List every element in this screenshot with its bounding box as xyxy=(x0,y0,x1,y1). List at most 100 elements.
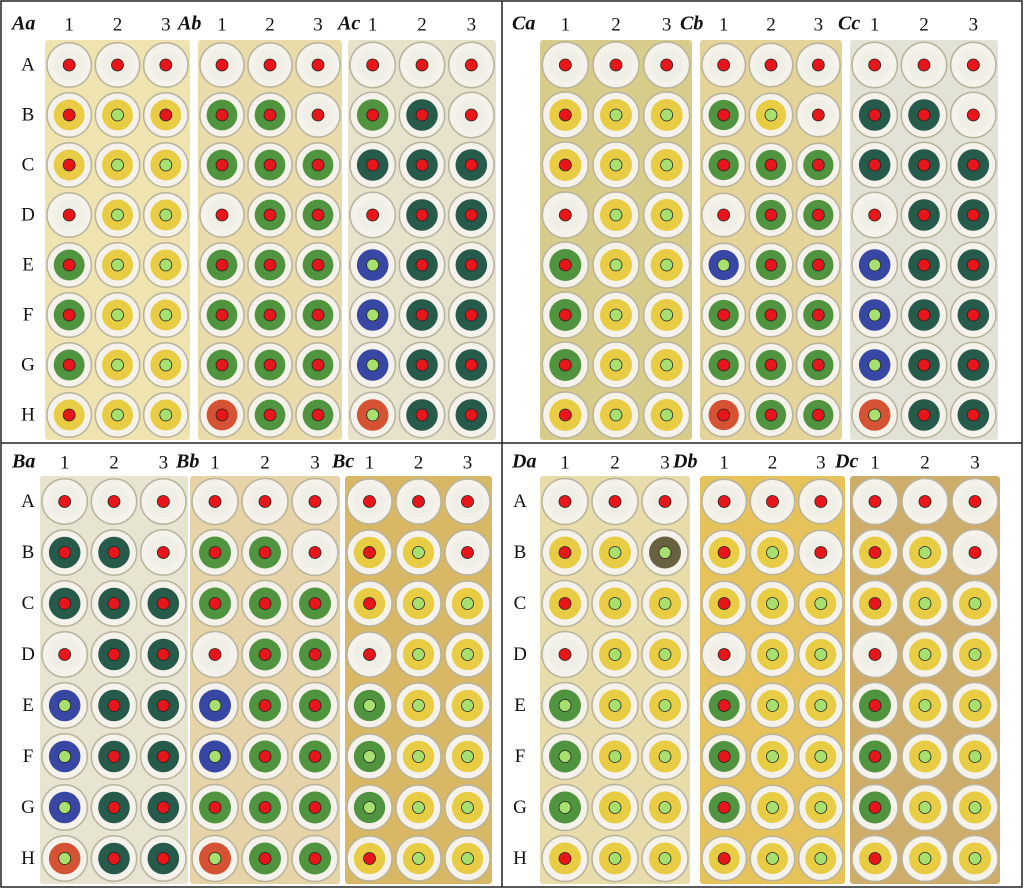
marker-dot xyxy=(366,358,380,372)
marker-dot xyxy=(558,699,572,712)
marker-dot xyxy=(968,699,982,712)
marker-dot xyxy=(918,699,932,712)
marker-dot xyxy=(968,801,982,814)
marker-dot xyxy=(608,597,622,610)
marker-dot xyxy=(717,648,731,661)
marker-dot xyxy=(464,308,478,322)
marker-dot xyxy=(558,158,572,172)
marker-dot xyxy=(412,801,425,814)
marker-dot xyxy=(156,597,170,610)
marker-dot xyxy=(764,358,778,372)
marker-dot xyxy=(814,699,828,712)
marker-dot xyxy=(58,648,72,661)
marker-dot xyxy=(558,852,572,865)
marker-dot xyxy=(464,208,478,222)
marker-dot xyxy=(215,408,229,422)
marker-dot xyxy=(868,597,882,610)
row-label: A xyxy=(21,54,35,75)
marker-dot xyxy=(464,408,478,422)
marker-dot xyxy=(156,648,170,661)
column-label: 3 xyxy=(159,452,169,473)
marker-dot xyxy=(311,308,325,322)
marker-dot xyxy=(412,852,425,865)
column-label: 2 xyxy=(109,452,119,473)
plate-photo xyxy=(700,476,845,884)
marker-dot xyxy=(968,852,982,865)
marker-dot xyxy=(363,648,376,661)
plate-photo xyxy=(700,40,842,440)
marker-dot xyxy=(208,495,222,508)
row-label: E xyxy=(22,254,34,275)
row-label: B xyxy=(22,104,35,125)
marker-dot xyxy=(263,208,277,222)
marker-dot xyxy=(363,852,376,865)
marker-dot xyxy=(58,546,72,559)
marker-dot xyxy=(311,258,325,272)
marker-dot xyxy=(868,58,882,72)
column-label: 3 xyxy=(969,14,979,35)
marker-dot xyxy=(308,546,322,559)
marker-dot xyxy=(464,258,478,272)
row-label: F xyxy=(515,746,526,767)
marker-dot xyxy=(461,699,474,712)
marker-dot xyxy=(258,495,272,508)
marker-dot xyxy=(811,408,825,422)
marker-dot xyxy=(918,801,932,814)
marker-dot xyxy=(814,495,828,508)
marker-dot xyxy=(111,358,124,372)
marker-dot xyxy=(62,158,76,172)
marker-dot xyxy=(717,108,731,122)
marker-dot xyxy=(918,852,932,865)
marker-dot xyxy=(58,801,72,814)
column-label: 2 xyxy=(611,14,621,35)
marker-dot xyxy=(660,58,674,72)
marker-dot xyxy=(717,699,731,712)
marker-dot xyxy=(766,597,779,610)
panel-label: Aa xyxy=(10,13,35,35)
marker-dot xyxy=(609,208,623,222)
marker-dot xyxy=(966,158,980,172)
marker-dot xyxy=(868,408,882,422)
marker-dot xyxy=(658,546,672,559)
marker-dot xyxy=(717,750,731,763)
marker-dot xyxy=(62,108,76,122)
column-label: 1 xyxy=(60,452,70,473)
marker-dot xyxy=(660,408,674,422)
marker-dot xyxy=(966,58,980,72)
panel-label: Ca xyxy=(512,13,535,35)
marker-dot xyxy=(811,158,825,172)
marker-dot xyxy=(968,597,982,610)
marker-dot xyxy=(717,801,731,814)
column-label: 2 xyxy=(414,452,424,473)
marker-dot xyxy=(156,852,170,865)
row-label: C xyxy=(22,154,35,175)
marker-dot xyxy=(764,208,778,222)
marker-dot xyxy=(658,699,672,712)
column-label: 3 xyxy=(816,452,826,473)
marker-dot xyxy=(159,408,173,422)
column-label: 3 xyxy=(660,452,670,473)
marker-dot xyxy=(917,258,931,272)
marker-dot xyxy=(766,852,779,865)
marker-dot xyxy=(308,750,322,763)
marker-dot xyxy=(558,308,572,322)
marker-dot xyxy=(415,408,429,422)
panel-label: Dc xyxy=(834,451,858,473)
marker-dot xyxy=(660,208,674,222)
panel-label: Ab xyxy=(176,13,201,35)
marker-dot xyxy=(658,597,672,610)
row-label: G xyxy=(513,797,527,818)
marker-dot xyxy=(159,58,173,72)
marker-dot xyxy=(917,58,931,72)
marker-dot xyxy=(764,258,778,272)
column-label: 3 xyxy=(310,452,320,473)
column-label: 1 xyxy=(210,452,220,473)
marker-dot xyxy=(415,308,429,322)
marker-dot xyxy=(717,408,731,422)
marker-dot xyxy=(258,597,272,610)
marker-dot xyxy=(412,750,425,763)
marker-dot xyxy=(968,495,982,508)
panel-label: Da xyxy=(511,451,536,473)
plate-photo xyxy=(345,476,492,884)
